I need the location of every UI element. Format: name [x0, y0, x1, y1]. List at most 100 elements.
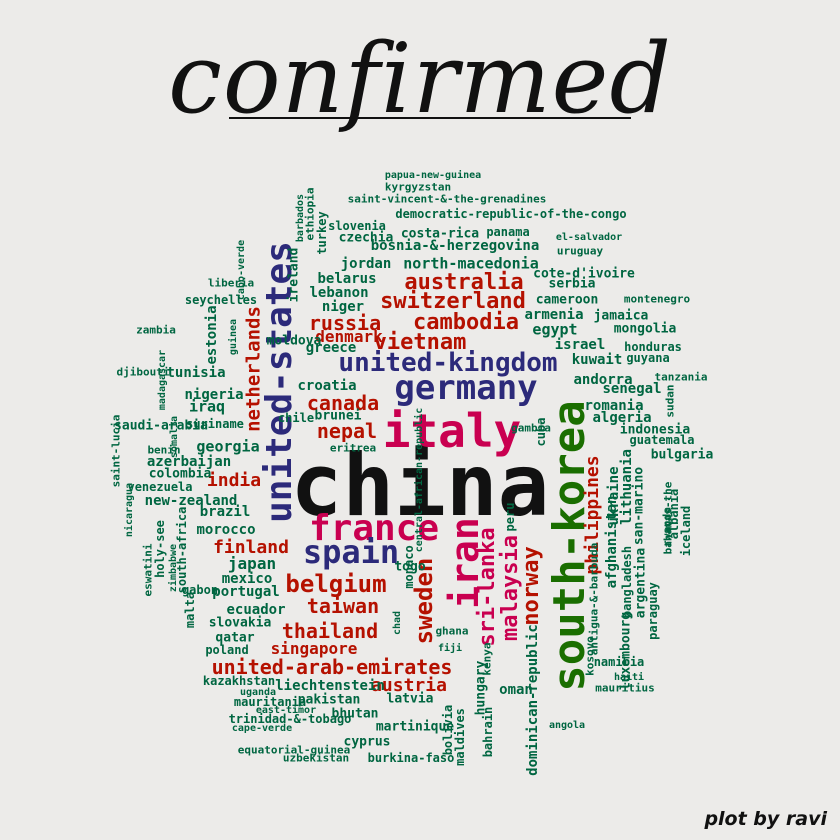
word-bhutan: bhutan	[331, 706, 379, 722]
word-colombia: colombia	[148, 466, 212, 482]
word-russia: russia	[308, 311, 382, 335]
word-ethiopia: ethiopia	[303, 187, 317, 241]
word-barbados: barbados	[295, 193, 306, 243]
word-sudan: sudan	[663, 384, 677, 418]
word-jordan: jordan	[340, 256, 392, 272]
word-costa-rica: costa-rica	[400, 226, 480, 242]
word-cabo-verde: cabo-verde	[236, 239, 247, 301]
word-united-kingdom: united-kingdom	[338, 348, 558, 378]
word-portugal: portugal	[212, 584, 280, 600]
word-united-arab-emirates: united-arab-emirates	[211, 655, 453, 679]
word-cambodia: cambodia	[413, 310, 519, 335]
word-eritrea: eritrea	[329, 441, 377, 455]
word-san-marino: san-marino	[631, 466, 647, 546]
word-malta: malta	[183, 591, 197, 629]
word-qatar: qatar	[215, 630, 255, 646]
word-mexico: mexico	[221, 571, 273, 587]
word-serbia: serbia	[548, 276, 596, 292]
word-panama: panama	[486, 225, 530, 239]
word-angola: angola	[548, 720, 586, 731]
word-holy-see: holy-see	[153, 520, 167, 578]
word-madagascar: madagascar	[157, 349, 168, 411]
word-guyana: guyana	[626, 351, 670, 365]
word-bangladesh: bangladesh	[620, 545, 634, 619]
word-lebanon: lebanon	[309, 285, 369, 301]
word-zambia: zambia	[136, 323, 176, 337]
word-cote-d-ivoire: cote-d'ivoire	[533, 266, 635, 282]
word-netherlands: netherlands	[242, 306, 265, 432]
word-fiji: fiji	[437, 643, 463, 654]
word-central-african-republic: central-african-republic	[414, 407, 425, 553]
word-iraq: iraq	[188, 397, 226, 416]
word-spain: spain	[302, 533, 400, 571]
word-croatia: croatia	[297, 378, 357, 394]
word-ecuador: ecuador	[226, 602, 286, 618]
word-moldova: moldova	[266, 333, 322, 349]
word-kazakhstan: kazakhstan	[202, 674, 276, 688]
word-guatemala: guatemala	[629, 433, 695, 447]
word-uzbekistan: uzbekistan	[282, 751, 350, 765]
word-greece: greece	[305, 340, 357, 356]
word-poland: poland	[205, 643, 249, 657]
word-democratic-republic-of-the-congo: democratic-republic-of-the-congo	[395, 207, 627, 221]
word-venezuela: venezuela	[127, 480, 193, 494]
word-switzerland: switzerland	[380, 289, 526, 314]
word-kyrgyzstan: kyrgyzstan	[384, 180, 452, 194]
word-belgium: belgium	[285, 570, 387, 598]
word-equatorial-guinea: equatorial-guinea	[237, 743, 351, 757]
word-guinea: guinea	[228, 318, 239, 356]
word-norway: norway	[519, 546, 544, 626]
word-eswatini: eswatini	[141, 543, 155, 597]
word-slovenia: slovenia	[328, 219, 386, 233]
word-france: france	[308, 508, 440, 549]
word-papua-new-guinea: papua-new-guinea	[384, 170, 482, 181]
word-chile: chile	[277, 411, 315, 425]
word-hungary: hungary	[473, 660, 489, 716]
word-slovakia: slovakia	[208, 615, 272, 631]
word-andorra: andorra	[573, 372, 633, 388]
title-underline	[229, 117, 631, 119]
word-brazil: brazil	[199, 504, 251, 520]
word-suriname: suriname	[186, 417, 244, 431]
word-djibouti: djibouti	[116, 365, 170, 379]
word-latvia: latvia	[386, 691, 434, 707]
word-liechtenstein: liechtenstein	[275, 678, 385, 694]
word-thailand: thailand	[281, 619, 379, 643]
word-senegal: senegal	[602, 381, 662, 397]
word-turkey: turkey	[315, 211, 329, 255]
word-niger: niger	[321, 299, 365, 315]
word-tanzania: tanzania	[654, 370, 708, 384]
word-germany: germany	[394, 368, 538, 408]
word-belarus: belarus	[317, 271, 377, 287]
word-ireland: ireland	[286, 247, 302, 303]
word-iceland: iceland	[679, 505, 693, 557]
word-kuwait: kuwait	[571, 352, 623, 368]
word-mongolia: mongolia	[613, 321, 677, 337]
word-tunisia: tunisia	[166, 365, 226, 381]
word-cloud-title: confirmed	[168, 23, 672, 135]
word-el-salvador: el-salvador	[555, 232, 623, 243]
word-montenegro: montenegro	[623, 292, 691, 306]
word-gambia: gambia	[511, 421, 551, 435]
word-egypt: egypt	[532, 320, 578, 339]
word-afghanistan: afghanistan	[604, 495, 620, 589]
word-china: china	[290, 436, 550, 536]
word-saint-lucia: saint-lucia	[109, 414, 123, 488]
word-nigeria: nigeria	[184, 387, 244, 403]
word-haiti: haiti	[613, 672, 645, 683]
word-east-timor: east-timor	[255, 705, 317, 716]
word-india: india	[206, 470, 262, 491]
word-bosnia-herzegovina: bosnia-&-herzegovina	[370, 238, 540, 254]
word-ghana: ghana	[435, 624, 469, 638]
word-jamaica: jamaica	[593, 308, 649, 324]
word-australia: australia	[404, 270, 524, 295]
word-austria: austria	[371, 675, 447, 696]
word-mauritius: mauritius	[595, 681, 655, 695]
word-sri-lanka: sri-lanka	[475, 527, 500, 647]
word-czechia: czechia	[338, 230, 394, 246]
word-taiwan: taiwan	[306, 594, 380, 618]
word-south-africa: south-africa	[175, 506, 189, 594]
word-liberia: liberia	[207, 276, 255, 290]
word-paraguay: paraguay	[646, 582, 660, 640]
